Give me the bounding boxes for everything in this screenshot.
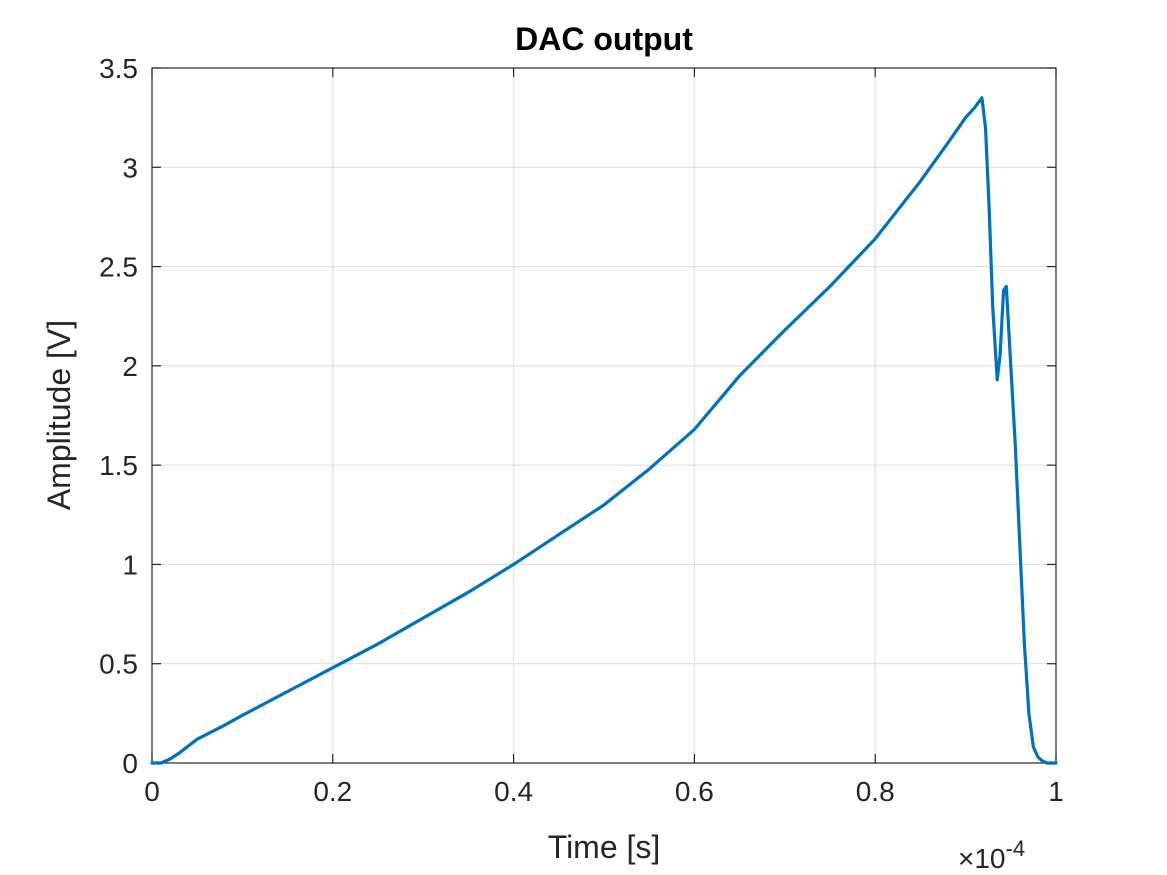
x-tick-label: 0.8 — [856, 776, 895, 807]
x-exponent-label: ×10-4 — [958, 836, 1025, 874]
chart-title: DAC output — [515, 21, 693, 57]
series-line — [150, 96, 1058, 765]
y-tick-labels: 0 0.5 1 1.5 2 2.5 3 3.5 — [99, 53, 138, 779]
x-tick-label: 0 — [144, 776, 160, 807]
x-tick-label: 0.4 — [494, 776, 533, 807]
y-tick-label: 3.5 — [99, 53, 138, 84]
y-tick-label: 2.5 — [99, 252, 138, 283]
y-tick-label: 1.5 — [99, 450, 138, 481]
y-tick-label: 0.5 — [99, 649, 138, 680]
x-exponent-power: -4 — [1006, 836, 1026, 861]
y-tick-label: 2 — [122, 351, 138, 382]
plot-area — [152, 68, 1056, 763]
x-tick-label: 0.6 — [675, 776, 714, 807]
x-exponent-base: ×10 — [958, 843, 1006, 874]
y-tick-label: 1 — [122, 549, 138, 580]
x-tick-label: 1 — [1048, 776, 1064, 807]
y-tick-label: 3 — [122, 152, 138, 183]
axes-box — [151, 67, 1057, 764]
x-axis-label: Time [s] — [548, 829, 661, 865]
y-axis-label: Amplitude [V] — [41, 320, 77, 510]
x-tick-label: 0.2 — [313, 776, 352, 807]
x-tick-labels: 0 0.2 0.4 0.6 0.8 1 — [144, 776, 1064, 807]
y-tick-label: 0 — [122, 748, 138, 779]
